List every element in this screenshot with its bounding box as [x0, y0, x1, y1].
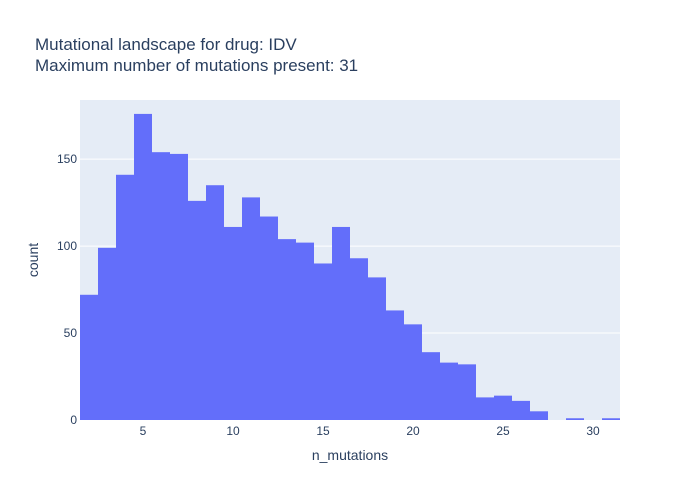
bars-group [80, 113, 620, 421]
histogram-bar[interactable] [224, 226, 242, 420]
histogram-bar[interactable] [512, 400, 530, 420]
histogram-bar[interactable] [368, 277, 386, 420]
chart-title: Mutational landscape for drug: IDV Maxim… [35, 34, 358, 76]
histogram-bar[interactable] [440, 362, 458, 420]
x-tick-label: 30 [586, 424, 600, 438]
histogram-bar[interactable] [242, 197, 260, 420]
histogram-bar[interactable] [314, 263, 332, 420]
histogram-bar[interactable] [278, 239, 296, 420]
histogram-bar[interactable] [170, 153, 188, 421]
y-tick-label: 150 [57, 152, 77, 166]
histogram-bar[interactable] [206, 185, 224, 420]
histogram-bar[interactable] [188, 200, 206, 420]
x-axis-title: n_mutations [312, 447, 388, 463]
histogram-bar[interactable] [404, 324, 422, 420]
histogram-bar[interactable] [476, 397, 494, 420]
y-tick-label: 50 [64, 326, 78, 340]
histogram-bar[interactable] [260, 216, 278, 420]
histogram-bar[interactable] [296, 242, 314, 420]
y-axis-title: count [25, 243, 41, 277]
histogram-bar[interactable] [458, 364, 476, 420]
y-axis-ticks: 0 50 100 150 [57, 152, 77, 427]
chart-title-line-1: Mutational landscape for drug: IDV [35, 35, 297, 54]
histogram-bar[interactable] [422, 352, 440, 420]
x-tick-label: 20 [406, 424, 420, 438]
x-tick-label: 10 [226, 424, 240, 438]
x-tick-label: 5 [140, 424, 147, 438]
chart-title-line-2: Maximum number of mutations present: 31 [35, 56, 359, 75]
x-axis-ticks: 5 10 15 20 25 30 [140, 424, 600, 438]
x-tick-label: 25 [496, 424, 510, 438]
histogram-bar[interactable] [494, 395, 512, 420]
histogram-bar[interactable] [602, 418, 620, 420]
histogram-bar[interactable] [386, 310, 404, 420]
x-tick-label: 15 [316, 424, 330, 438]
histogram-bar[interactable] [350, 258, 368, 420]
histogram-bar[interactable] [80, 294, 98, 420]
histogram-bar[interactable] [98, 247, 116, 420]
histogram-bar[interactable] [116, 174, 134, 420]
histogram-bar[interactable] [332, 226, 350, 420]
histogram-bar[interactable] [152, 152, 170, 420]
histogram-bar[interactable] [566, 418, 584, 420]
y-tick-label: 0 [70, 413, 77, 427]
y-tick-label: 100 [57, 239, 77, 253]
histogram-bar[interactable] [134, 113, 152, 421]
histogram-bar[interactable] [530, 411, 548, 420]
